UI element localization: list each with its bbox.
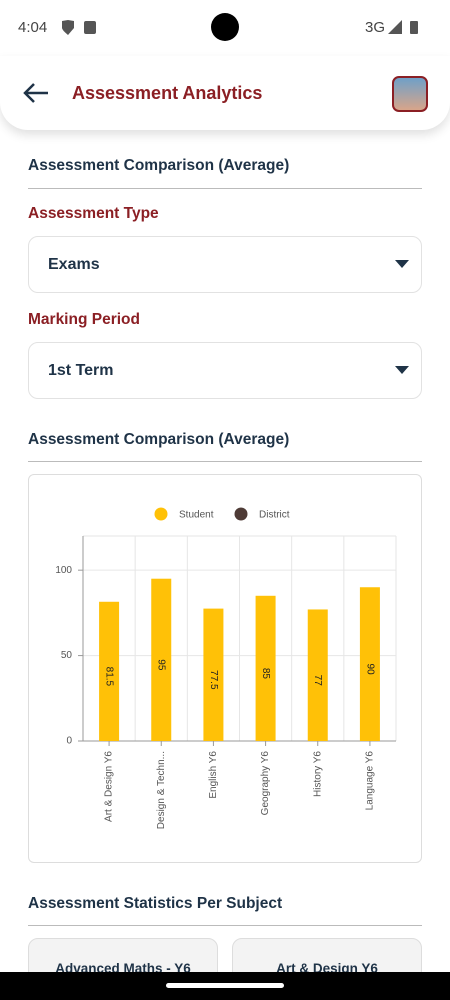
bar xyxy=(203,608,224,741)
bar xyxy=(151,578,172,741)
field-label: Marking Period xyxy=(28,311,140,328)
y-tick-label: 50 xyxy=(61,650,73,661)
data-label: 95 xyxy=(156,659,167,671)
bar xyxy=(99,601,120,741)
x-tick-label: History Y6 xyxy=(312,751,323,797)
back-button[interactable] xyxy=(22,82,50,104)
section-heading: Assessment Statistics Per Subject xyxy=(28,895,283,912)
status-bar: 4:04 3G xyxy=(0,0,450,56)
bar xyxy=(307,609,328,741)
legend-swatch xyxy=(234,507,248,521)
data-label: 77 xyxy=(312,675,323,687)
data-label: 90 xyxy=(364,664,375,676)
data-label: 81.5 xyxy=(103,667,114,687)
legend-label: District xyxy=(259,510,290,521)
home-handle[interactable] xyxy=(166,983,284,988)
dropdown[interactable]: 1st Term xyxy=(28,342,422,399)
y-tick-label: 0 xyxy=(66,736,72,747)
nav-bar xyxy=(0,972,450,1000)
x-tick-label: Design & Techn... xyxy=(156,751,167,829)
avatar[interactable] xyxy=(392,76,428,112)
signal-battery xyxy=(388,20,418,34)
bar xyxy=(255,595,276,741)
data-label: 85 xyxy=(260,668,271,680)
x-tick-label: Language Y6 xyxy=(365,751,376,811)
data-label: 77.5 xyxy=(208,670,219,690)
x-tick-label: English Y6 xyxy=(208,751,219,799)
x-tick-label: Geography Y6 xyxy=(260,751,271,816)
chart-card xyxy=(28,474,422,863)
network: 3G xyxy=(365,19,386,36)
divider xyxy=(28,188,422,189)
y-tick-label: 100 xyxy=(55,565,72,576)
dropdown-value: Exams xyxy=(48,256,100,273)
dropdown[interactable]: Exams xyxy=(28,236,422,293)
field-label: Assessment Type xyxy=(28,205,159,222)
camera xyxy=(211,13,239,41)
section-heading: Assessment Comparison (Average) xyxy=(28,431,290,448)
time: 4:04 xyxy=(18,19,48,36)
section-heading: Assessment Comparison (Average) xyxy=(28,157,290,174)
app-title: Assessment Analytics xyxy=(72,83,263,103)
chart: Student District 0 50 100 Art & Design Y6 81.5… xyxy=(55,507,397,829)
dropdown-value: 1st Term xyxy=(48,362,114,379)
x-tick-label: Art & Design Y6 xyxy=(104,751,115,822)
app-bar: Assessment Analytics xyxy=(0,56,450,130)
legend-swatch xyxy=(154,507,168,521)
bar xyxy=(359,587,380,741)
legend-label: Student xyxy=(179,510,214,521)
divider xyxy=(28,461,422,462)
divider xyxy=(28,925,422,926)
status-icons xyxy=(62,20,96,35)
